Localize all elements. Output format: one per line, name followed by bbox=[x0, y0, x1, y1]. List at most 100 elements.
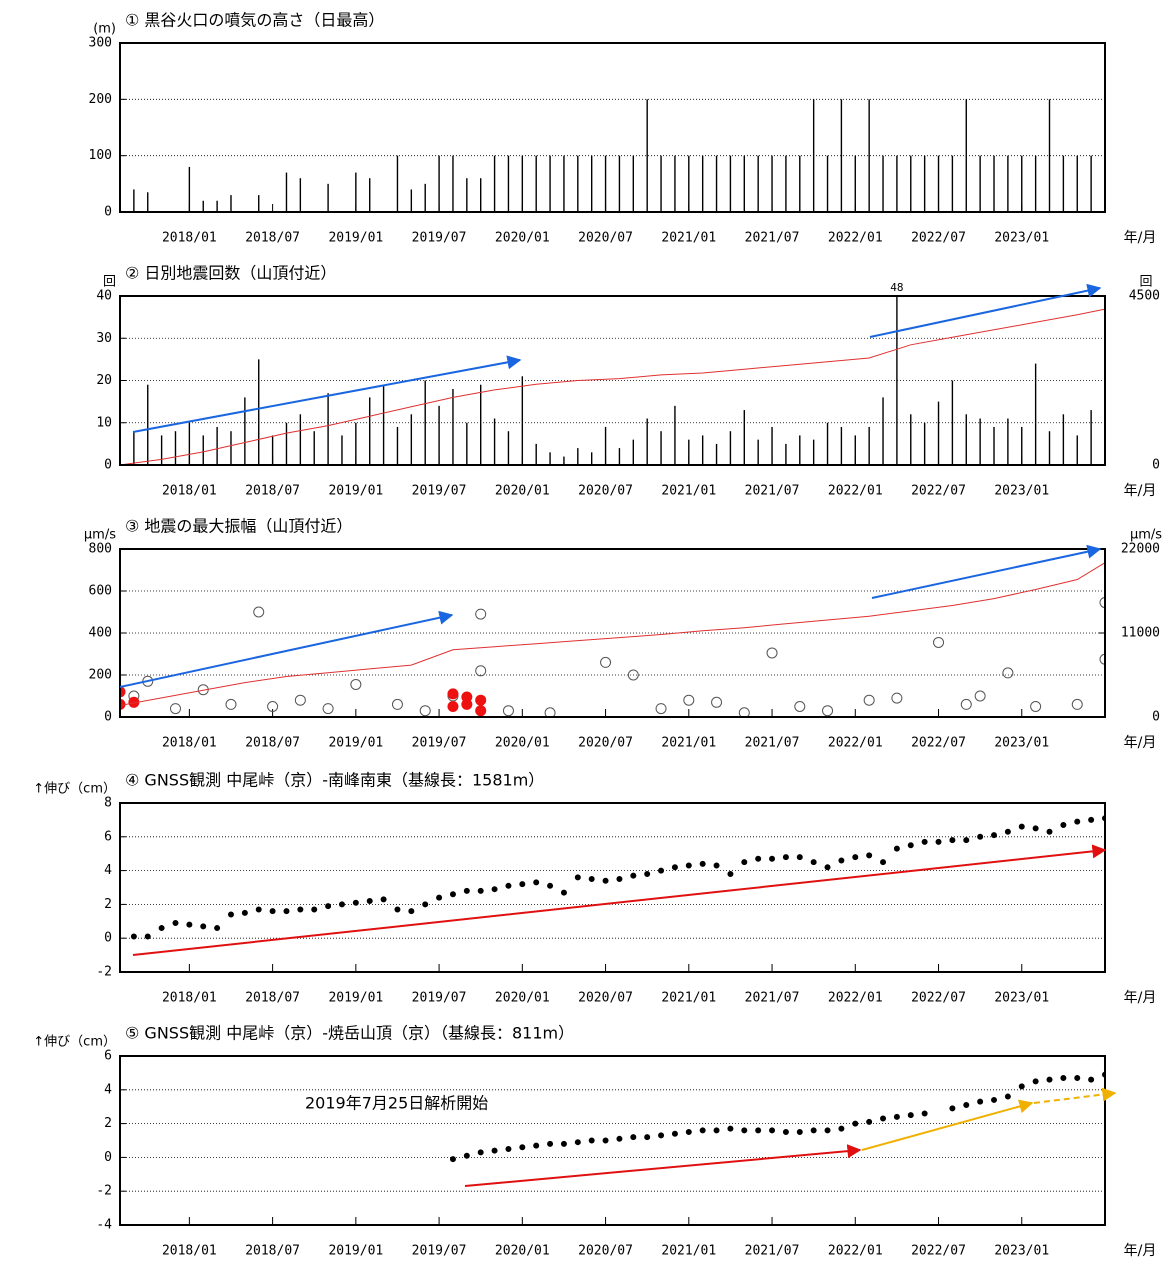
point bbox=[741, 1127, 748, 1134]
x-tick-label: 2018/07 bbox=[245, 484, 300, 499]
x-tick-label: 2023/01 bbox=[994, 484, 1049, 499]
point bbox=[1099, 597, 1105, 609]
x-tick-label: 2018/07 bbox=[245, 1244, 300, 1259]
point bbox=[713, 1127, 720, 1134]
plot-area bbox=[120, 562, 1105, 717]
point bbox=[866, 1118, 873, 1125]
point bbox=[1046, 1076, 1053, 1083]
point bbox=[977, 833, 984, 840]
point bbox=[436, 894, 443, 901]
x-tick-label: 2022/01 bbox=[828, 1244, 883, 1259]
x-tick-label: 2018/01 bbox=[162, 1244, 217, 1259]
point bbox=[671, 864, 678, 871]
point bbox=[1002, 667, 1014, 679]
x-tick-label: 2020/01 bbox=[495, 484, 550, 499]
y-axis-label: 回 bbox=[103, 275, 116, 290]
point bbox=[463, 1152, 470, 1159]
point bbox=[602, 877, 609, 884]
point bbox=[352, 899, 359, 906]
y-tick-label: -4 bbox=[96, 1218, 112, 1233]
point bbox=[755, 1127, 762, 1134]
point bbox=[741, 859, 748, 866]
y-tick-label: 0 bbox=[104, 710, 112, 725]
point bbox=[574, 1139, 581, 1146]
x-tick-label: 2022/07 bbox=[911, 1244, 966, 1259]
point bbox=[449, 1156, 456, 1163]
point bbox=[366, 898, 373, 905]
point bbox=[1046, 828, 1053, 835]
point bbox=[255, 906, 262, 913]
point bbox=[1088, 816, 1095, 823]
point bbox=[907, 842, 914, 849]
x-tick-label: 2022/01 bbox=[828, 736, 883, 751]
point bbox=[475, 608, 487, 620]
point bbox=[475, 705, 487, 717]
x-tick-label: 2020/07 bbox=[578, 736, 633, 751]
point bbox=[1071, 698, 1083, 710]
y-tick-label: 2 bbox=[104, 897, 112, 912]
y2-tick-label: 4500 bbox=[1129, 289, 1160, 304]
x-tick-label: 2022/07 bbox=[911, 484, 966, 499]
point bbox=[169, 703, 181, 715]
y-tick-label: 800 bbox=[89, 542, 112, 557]
point bbox=[935, 838, 942, 845]
panel-title: ③ 地震の最大振幅（山頂付近） bbox=[125, 517, 352, 536]
point bbox=[699, 1127, 706, 1134]
y-tick-label: 6 bbox=[104, 829, 112, 844]
x-tick-label: 2019/07 bbox=[412, 736, 467, 751]
panel: ① 黒谷火口の噴気の高さ（日最高） (m) 年/月 0 100 200 300 2018/01… bbox=[89, 11, 1157, 247]
point bbox=[533, 1142, 540, 1149]
x-axis-label: 年/月 bbox=[1124, 483, 1157, 499]
annotation: 2019年7月25日解析開始 bbox=[305, 1094, 488, 1113]
point bbox=[766, 647, 778, 659]
point bbox=[547, 882, 554, 889]
point bbox=[893, 1113, 900, 1120]
point bbox=[738, 707, 750, 717]
point bbox=[322, 703, 334, 715]
plot-area bbox=[120, 99, 1105, 212]
point bbox=[685, 1129, 692, 1136]
x-tick-label: 2019/07 bbox=[412, 231, 467, 246]
point bbox=[683, 694, 695, 706]
point bbox=[991, 1096, 998, 1103]
arrow bbox=[132, 844, 1107, 956]
point bbox=[769, 855, 776, 862]
point bbox=[960, 698, 972, 710]
point bbox=[519, 1144, 526, 1151]
point bbox=[644, 1134, 651, 1141]
x-tick-label: 2018/01 bbox=[162, 484, 217, 499]
y2-tick-label: 11000 bbox=[1121, 626, 1160, 641]
point bbox=[852, 854, 859, 861]
point bbox=[963, 837, 970, 844]
point bbox=[880, 859, 887, 866]
x-tick-label: 2019/01 bbox=[328, 1244, 383, 1259]
panel-title: ① 黒谷火口の噴気の高さ（日最高） bbox=[125, 11, 384, 30]
panel: ⑤ GNSS観測 中尾峠（京）-焼岳山頂（京）（基線長：811m） ↑伸び（cm）… bbox=[33, 1024, 1156, 1260]
point bbox=[880, 1115, 887, 1122]
point bbox=[822, 705, 834, 717]
x-tick-label: 2020/01 bbox=[495, 231, 550, 246]
point bbox=[588, 1137, 595, 1144]
x-tick-label: 2023/01 bbox=[994, 231, 1049, 246]
point bbox=[838, 1125, 845, 1132]
y-tick-label: -2 bbox=[96, 965, 112, 980]
point bbox=[130, 933, 137, 940]
y-tick-label: 0 bbox=[104, 1150, 112, 1165]
y-tick-label: 0 bbox=[104, 205, 112, 220]
x-axis-label: 年/月 bbox=[1124, 990, 1157, 1006]
point bbox=[502, 705, 514, 717]
point bbox=[863, 694, 875, 706]
x-tick-label: 2019/01 bbox=[328, 231, 383, 246]
point bbox=[991, 832, 998, 839]
plot-frame bbox=[119, 1055, 1106, 1226]
point bbox=[824, 864, 831, 871]
point bbox=[616, 1135, 623, 1142]
point bbox=[560, 889, 567, 896]
point bbox=[782, 854, 789, 861]
x-tick-label: 2021/01 bbox=[661, 991, 716, 1006]
y-tick-label: 4 bbox=[104, 1082, 112, 1097]
point bbox=[600, 656, 612, 668]
point bbox=[1004, 828, 1011, 835]
point bbox=[144, 933, 151, 940]
point bbox=[325, 903, 332, 910]
